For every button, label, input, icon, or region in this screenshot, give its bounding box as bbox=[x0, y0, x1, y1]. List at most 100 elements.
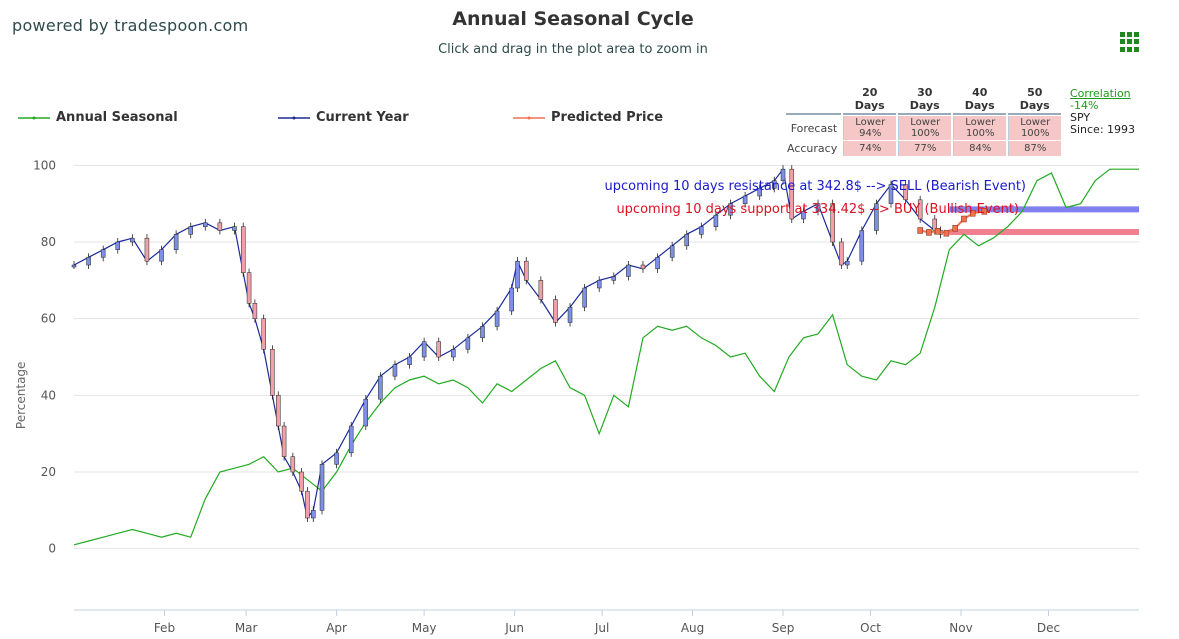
candle-body bbox=[305, 490, 310, 519]
legend-current-year[interactable]: Current Year bbox=[278, 110, 409, 125]
candle-body bbox=[311, 510, 316, 519]
accuracy-row-label: Accuracy bbox=[787, 142, 838, 155]
context-menu-icon[interactable] bbox=[1120, 32, 1140, 52]
candle-body bbox=[240, 226, 246, 273]
candle-body bbox=[538, 280, 544, 300]
candle-body bbox=[319, 464, 325, 511]
candle-body bbox=[275, 395, 281, 427]
accuracy-cell: 84% bbox=[953, 141, 1007, 156]
candle-body bbox=[378, 375, 383, 400]
x-tick-label: Oct bbox=[860, 621, 881, 635]
candle-body bbox=[130, 237, 135, 243]
candle-body bbox=[789, 168, 795, 220]
correlation-symbol: SPY bbox=[1070, 111, 1091, 124]
forecast-direction: Lower bbox=[965, 117, 996, 128]
predicted-marker bbox=[917, 227, 923, 234]
candle-body bbox=[932, 218, 938, 231]
brand-text: powered by tradespoon.com bbox=[12, 16, 249, 35]
legend-predicted-price[interactable]: Predicted Price bbox=[513, 110, 663, 125]
candle-body bbox=[553, 299, 558, 323]
candle-body bbox=[917, 199, 923, 220]
candle-body bbox=[903, 184, 908, 201]
forecast-cell: Lower 94% bbox=[843, 116, 897, 140]
candle-body bbox=[252, 303, 258, 319]
candle-body bbox=[815, 203, 821, 212]
candle-body bbox=[407, 356, 412, 365]
candle-body bbox=[480, 326, 485, 339]
forecast-probability: 94% bbox=[859, 128, 882, 139]
y-tick-label: 80 bbox=[41, 235, 56, 249]
candle-body bbox=[742, 195, 748, 204]
correlation-box: Correlation -14% SPY Since: 1993 bbox=[1070, 88, 1135, 136]
candle-body bbox=[626, 264, 631, 277]
forecast-header: 30 Days bbox=[898, 85, 952, 115]
forecast-header: 40 Days bbox=[953, 85, 1007, 115]
candle-body bbox=[888, 184, 894, 204]
candle-body bbox=[232, 226, 237, 231]
candle-body bbox=[780, 168, 786, 181]
candle-body bbox=[261, 318, 266, 350]
x-tick-label: Mar bbox=[235, 621, 258, 635]
correlation-link[interactable]: Correlation bbox=[1070, 87, 1131, 100]
candle-body bbox=[567, 306, 573, 323]
chart-subtitle: Click and drag in the plot area to zoom … bbox=[438, 42, 708, 57]
candle-body bbox=[299, 471, 304, 492]
candle-body bbox=[611, 276, 617, 281]
correlation-value: -14% bbox=[1070, 99, 1099, 112]
forecast-direction: Lower bbox=[910, 117, 941, 128]
candle-body bbox=[596, 280, 602, 289]
candle-body bbox=[451, 349, 456, 358]
legend-line-icon bbox=[18, 116, 50, 119]
candle-body bbox=[217, 222, 223, 231]
candle-body bbox=[334, 452, 339, 465]
x-tick-label: Jun bbox=[504, 621, 524, 635]
candle-body bbox=[494, 310, 500, 327]
annotations: upcoming 10 days resistance at 342.8$ --… bbox=[605, 179, 1026, 217]
candle-body bbox=[421, 341, 427, 358]
candle-body bbox=[772, 180, 777, 189]
candle-body bbox=[801, 211, 806, 220]
predicted-marker bbox=[934, 228, 941, 235]
legend-annual-seasonal[interactable]: Annual Seasonal bbox=[18, 110, 178, 125]
forecast-probability: 100% bbox=[965, 128, 995, 139]
candle-body bbox=[728, 203, 733, 216]
candle-body bbox=[71, 264, 77, 268]
candle-body bbox=[144, 237, 150, 262]
candle-body bbox=[844, 260, 850, 266]
candle-body bbox=[188, 226, 193, 235]
predicted-marker bbox=[969, 210, 976, 217]
candle-body bbox=[640, 264, 646, 270]
accuracy-cell: 74% bbox=[843, 141, 897, 156]
candle-body bbox=[669, 245, 675, 258]
candle-body bbox=[699, 226, 704, 235]
correlation-since: Since: 1993 bbox=[1070, 123, 1136, 136]
candle-body bbox=[203, 222, 208, 227]
x-tick-label: Dec bbox=[1037, 621, 1060, 635]
candle-body bbox=[290, 456, 296, 473]
predicted-marker bbox=[952, 224, 958, 232]
x-tick-label: Nov bbox=[949, 621, 972, 635]
forecast-probability: 100% bbox=[910, 128, 940, 139]
y-tick-label: 0 bbox=[48, 542, 56, 556]
x-tick-label: Aug bbox=[681, 621, 704, 635]
y-tick-label: 20 bbox=[41, 465, 56, 479]
predicted-marker bbox=[926, 229, 932, 236]
legend-line-icon bbox=[513, 116, 545, 119]
forecast-cell: Lower 100% bbox=[898, 116, 952, 140]
forecast-cell: Lower 100% bbox=[1008, 116, 1062, 140]
accuracy-cell: 87% bbox=[1008, 141, 1062, 156]
candle-body bbox=[839, 241, 844, 266]
candle-body bbox=[757, 188, 762, 197]
candle-body bbox=[684, 234, 689, 247]
candle-body bbox=[465, 337, 471, 350]
forecast-probability: 100% bbox=[1020, 128, 1050, 139]
y-tick-label: 40 bbox=[41, 388, 56, 402]
x-tick-label: Feb bbox=[154, 621, 175, 635]
candle-body bbox=[246, 272, 252, 304]
candle-body bbox=[830, 203, 835, 243]
y-tick-label: 100 bbox=[33, 158, 56, 172]
candle-body bbox=[363, 398, 369, 427]
predicted-marker bbox=[943, 229, 950, 237]
candle-body bbox=[655, 257, 660, 270]
